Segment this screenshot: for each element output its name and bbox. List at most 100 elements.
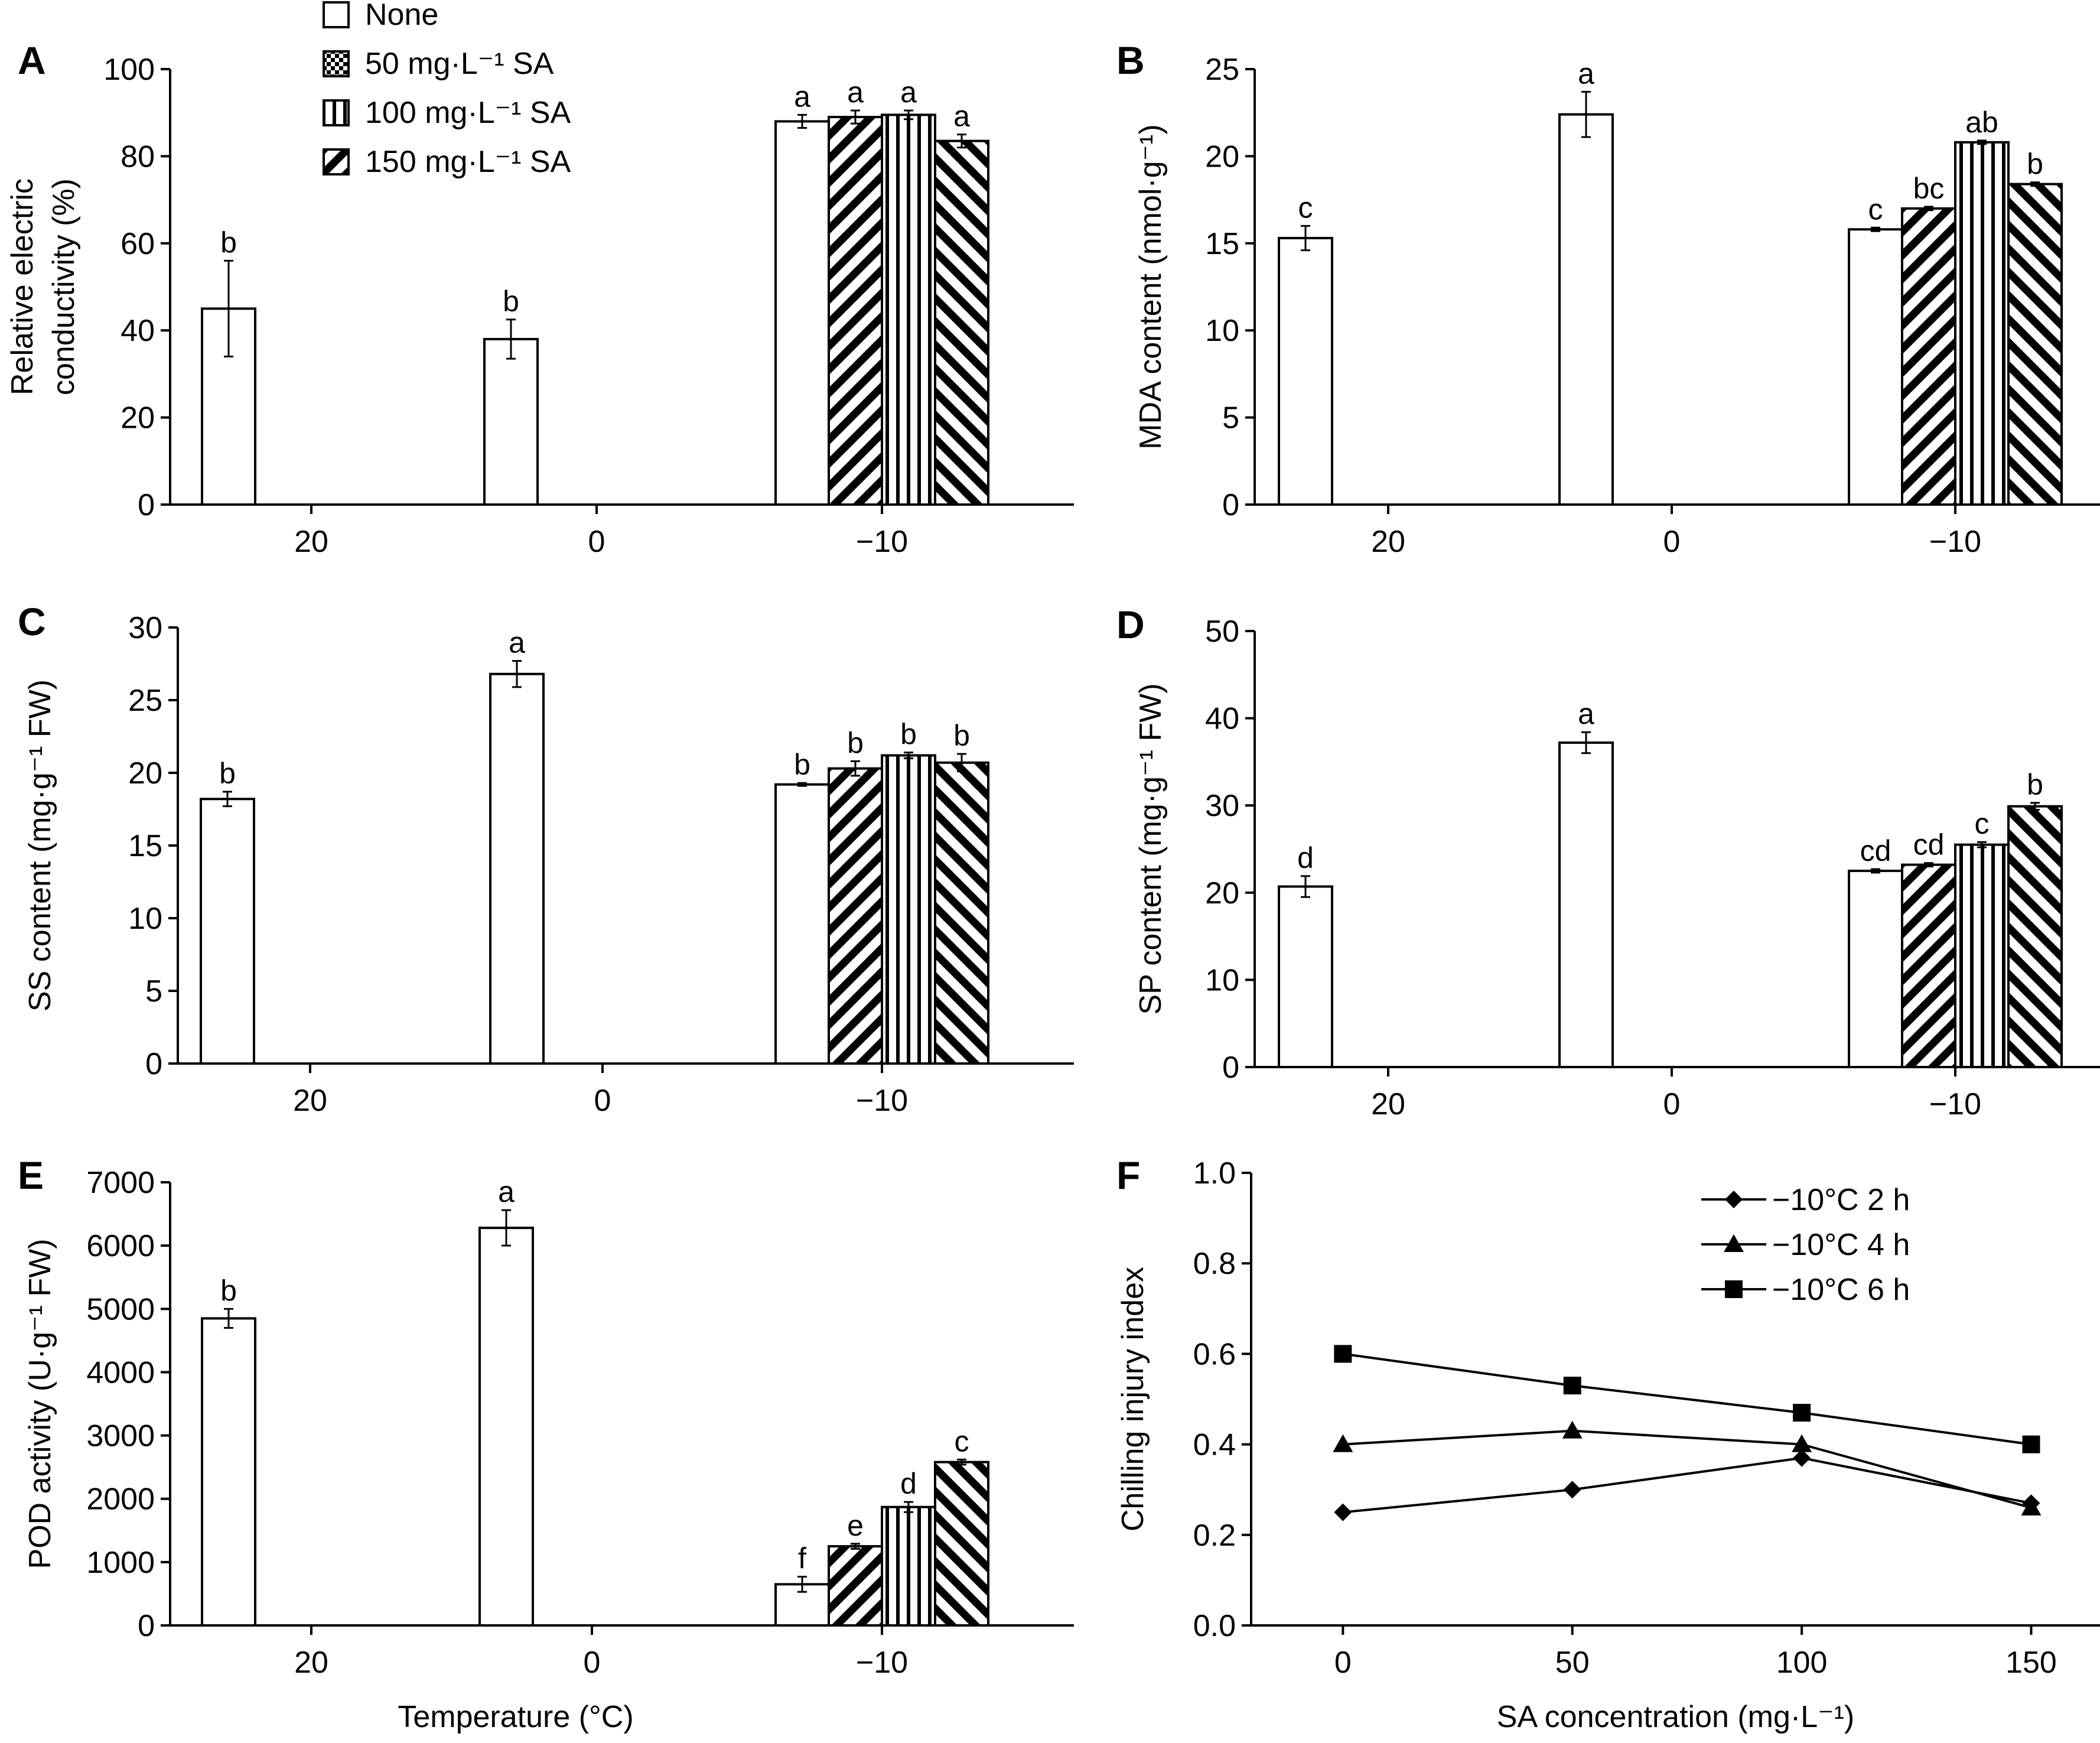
legend-label: −10°C 6 h (1772, 1273, 1910, 1307)
y-axis-label: SP content (mg·g⁻¹ FW) (1134, 683, 1168, 1014)
y-tick-label: 5 (1222, 401, 1239, 435)
x-tick-label: 20 (293, 1084, 327, 1118)
bar (478, 1227, 534, 1627)
y-tick-label: 0.0 (1193, 1609, 1236, 1643)
panel-label: C (18, 600, 46, 643)
chart-panel-d: D 0 10 20 30 40 50 SP content (mg·g⁻¹ FW) 20 d 0 a −… (1116, 603, 2100, 1121)
y-axis-label: conductivity (%) (47, 178, 81, 395)
bar (1954, 843, 2010, 1068)
y-tick-label: 0.2 (1193, 1518, 1236, 1553)
bar (828, 1545, 883, 1627)
y-tick-label: 2000 (86, 1482, 155, 1517)
panel-label: E (18, 1153, 44, 1197)
y-tick-label: 0.6 (1193, 1337, 1236, 1371)
significance-letter: bc (1913, 172, 1945, 205)
y-tick-label: 10 (1205, 963, 1239, 997)
legend-label: 150 mg·L⁻¹ SA (365, 145, 571, 179)
legend-label: 50 mg·L⁻¹ SA (365, 47, 554, 81)
y-axis-label: Chilling injury index (1116, 1267, 1150, 1531)
significance-letter: c (955, 1425, 969, 1458)
legend-label: −10°C 4 h (1772, 1228, 1910, 1262)
bar (1848, 869, 1903, 1069)
legend-entry-none: None (323, 0, 438, 32)
y-tick-label: 0 (1222, 488, 1239, 522)
y-axis-label: MDA content (nmol·g⁻¹) (1134, 124, 1168, 450)
y-tick-label: 5 (145, 974, 162, 1009)
legend-swatch (323, 99, 350, 126)
significance-letter: b (900, 718, 917, 751)
significance-letter: cd (1860, 834, 1891, 867)
bar (774, 783, 830, 1065)
y-tick-label: 30 (128, 611, 162, 645)
y-tick-label: 0 (145, 1047, 162, 1081)
marker-triangle (2021, 1497, 2042, 1516)
bar (1901, 207, 1956, 506)
bar (1278, 885, 1333, 1069)
x-tick-label: −10 (856, 525, 908, 559)
significance-letter: b (794, 748, 810, 781)
bar (881, 754, 936, 1065)
marker-square (1725, 1280, 1743, 1298)
series-path (1343, 1429, 2032, 1509)
significance-letter: d (900, 1467, 917, 1500)
marker-diamond (1334, 1503, 1352, 1521)
marker-diamond (1563, 1481, 1581, 1499)
significance-letter: b (220, 226, 237, 259)
chart-panel-a: A 0 20 40 60 80 100 Relative electric conductivi… (5, 38, 1074, 559)
y-axis-label: SS content (mg·g⁻¹ FW) (23, 679, 57, 1012)
y-tick-label: 7000 (86, 1166, 155, 1200)
significance-letter: c (1975, 807, 1990, 840)
y-tick-label: 15 (1205, 227, 1239, 261)
x-axis-label: SA concentration (mg·L⁻¹) (1497, 1700, 1854, 1734)
bar (881, 1505, 936, 1627)
significance-letter: a (953, 100, 970, 133)
series-line-diamond (1334, 1449, 2040, 1521)
chart-panel-e: E 0 1000 2000 3000 4000 5000 6000 7000 POD activi… (18, 1153, 1074, 1734)
x-tick-label: 0 (1663, 1087, 1681, 1121)
y-tick-label: 0 (138, 1609, 155, 1643)
marker-square (1793, 1403, 1811, 1422)
bar (483, 337, 539, 506)
bar-legend: None 50 mg·L⁻¹ SA 100 mg·L⁻¹ SA 150 mg·L⁻¹ … (323, 0, 571, 179)
significance-letter: f (798, 1542, 806, 1575)
bar (1901, 863, 1956, 1068)
panel-label: A (18, 38, 46, 82)
legend-entry: −10°C 4 h (1701, 1228, 1910, 1262)
x-tick-label: −10 (1929, 525, 1981, 559)
chart-panel-b: B 0 5 10 15 20 25 MDA content (nmol·g⁻¹) 20 c 0 a −1… (1116, 38, 2100, 559)
x-tick-label: 0 (588, 525, 605, 559)
significance-letter: b (503, 285, 519, 318)
bar (828, 767, 883, 1065)
y-tick-label: 0 (138, 488, 155, 522)
legend-entry: −10°C 6 h (1701, 1273, 1910, 1307)
x-tick-label: 0 (594, 1084, 611, 1118)
bar (881, 113, 936, 506)
bar (828, 116, 883, 506)
y-tick-label: 80 (121, 139, 155, 174)
bar (489, 672, 545, 1065)
legend-entry-sa50: 50 mg·L⁻¹ SA (323, 47, 554, 81)
marker-diamond (1793, 1449, 1811, 1467)
significance-letter: a (498, 1175, 515, 1208)
legend-swatch (323, 1, 350, 28)
chart-panel-f: F 0.0 0.2 0.4 0.6 0.8 1.0 Chilling injury index… (1116, 1153, 2100, 1734)
significance-letter: b (2027, 768, 2043, 801)
marker-triangle (1724, 1234, 1744, 1252)
x-tick-label: 150 (2005, 1646, 2057, 1680)
x-tick-label: −10 (856, 1084, 908, 1118)
y-tick-label: 60 (121, 227, 155, 261)
y-tick-label: 40 (1205, 702, 1239, 736)
legend-swatch (323, 50, 350, 77)
bar (2007, 805, 2063, 1069)
y-axis-label: POD activity (U·g⁻¹ FW) (23, 1239, 57, 1569)
y-tick-label: 5000 (86, 1292, 155, 1326)
bar (201, 1317, 256, 1627)
significance-letter: b (953, 719, 970, 752)
significance-letter: b (847, 726, 864, 759)
x-tick-label: 0 (1663, 525, 1681, 559)
x-tick-label: 100 (1776, 1646, 1828, 1680)
y-tick-label: 100 (103, 53, 155, 87)
bar (2007, 183, 2063, 506)
significance-letter: b (219, 757, 236, 790)
